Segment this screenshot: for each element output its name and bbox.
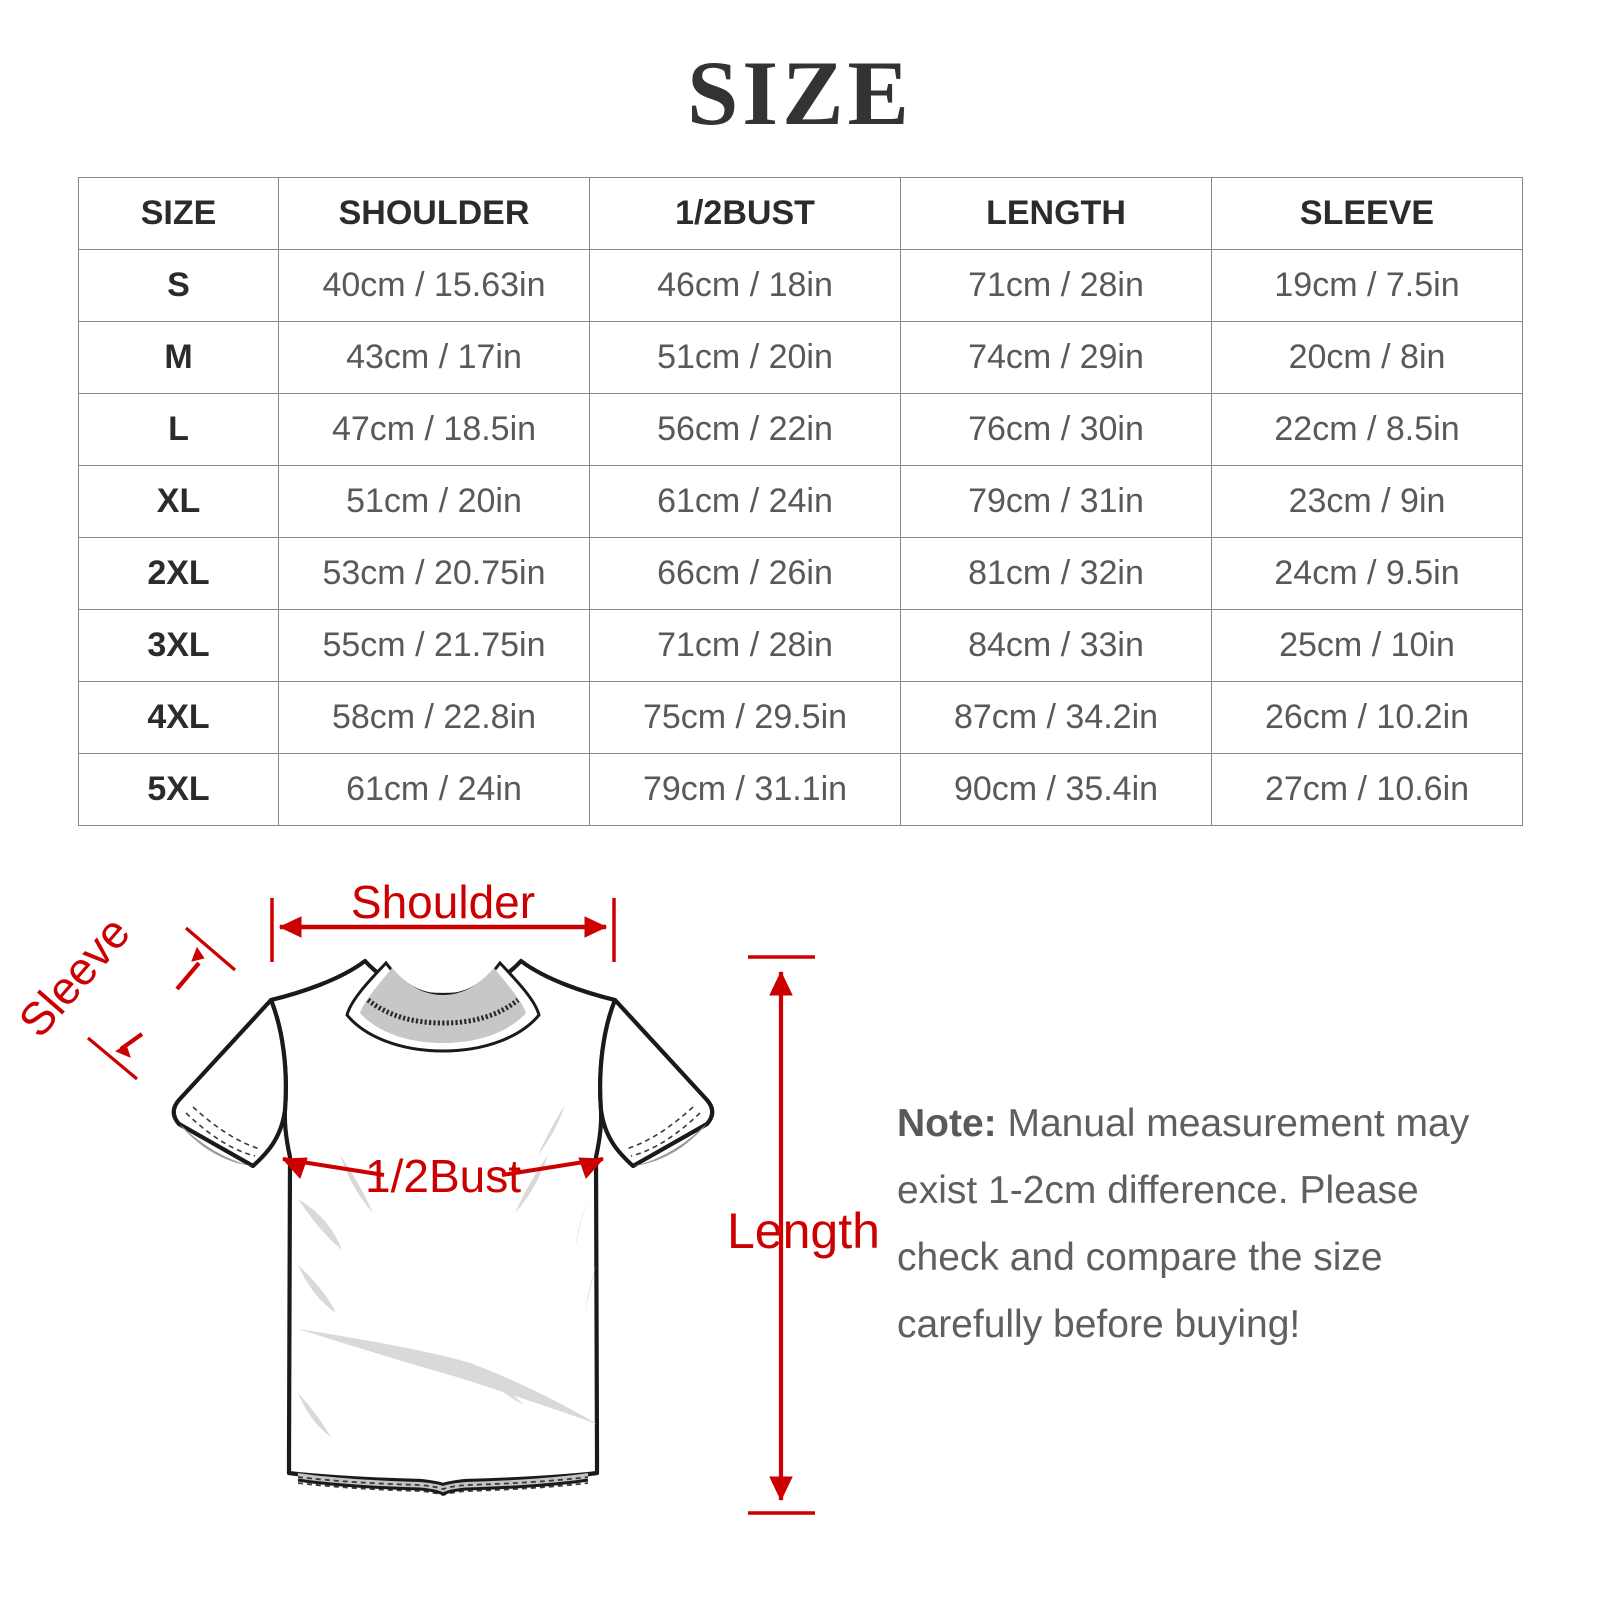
svg-text:Shoulder: Shoulder: [351, 876, 535, 928]
svg-text:Length: Length: [727, 1203, 880, 1259]
svg-text:Sleeve: Sleeve: [8, 906, 140, 1046]
svg-text:1/2Bust: 1/2Bust: [365, 1150, 521, 1202]
